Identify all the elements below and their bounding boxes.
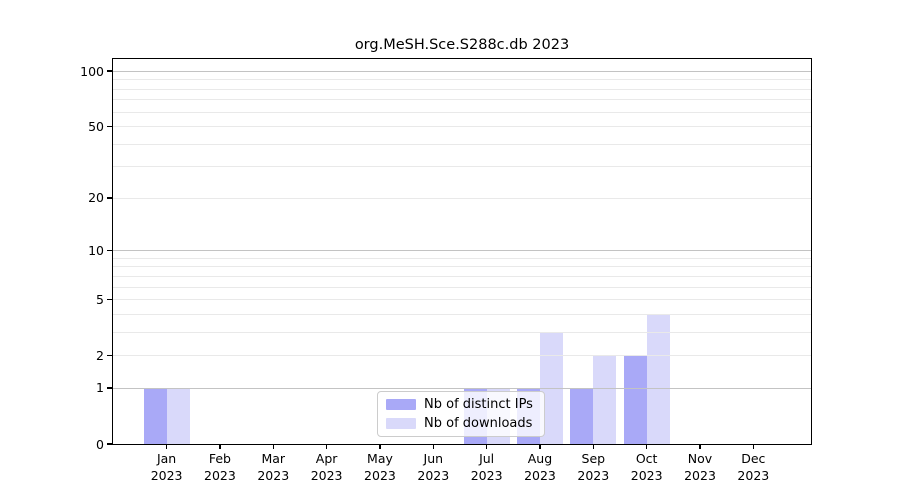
y-tick-mark (107, 197, 112, 199)
x-tick-label: Oct 2023 (615, 451, 679, 484)
y-tick-mark (107, 70, 112, 72)
x-tick-year: 2023 (364, 467, 396, 483)
y-tick-label: 50 (88, 118, 104, 134)
x-tick-label: Jun 2023 (401, 451, 465, 484)
x-tick-mark (592, 444, 595, 449)
y-tick-mark (107, 125, 112, 127)
y-tick-mark (107, 354, 112, 356)
x-tick-label: May 2023 (348, 451, 412, 484)
y-tick-label: 20 (88, 190, 104, 206)
x-tick-label: Dec 2023 (721, 451, 785, 484)
x-tick-mark (219, 444, 221, 449)
bar-layer (113, 59, 811, 444)
y-tick-label: 10 (88, 242, 104, 258)
legend-entry-downloads: Nb of downloads (386, 416, 536, 432)
x-tick-label: Jul 2023 (455, 451, 519, 484)
x-tick-label: Apr 2023 (295, 451, 359, 484)
x-tick-mark (752, 444, 755, 449)
x-tick-mark (699, 444, 701, 449)
x-tick-month: Oct (635, 451, 658, 466)
x-tick-month: Jun (423, 451, 444, 466)
bar-downloads-oct (646, 313, 670, 444)
y-tick-label: 100 (80, 63, 104, 79)
x-tick-label: Aug 2023 (508, 451, 572, 484)
x-tick-year: 2023 (577, 467, 610, 483)
y-tick-mark (107, 298, 112, 300)
x-tick-year: 2023 (684, 467, 716, 483)
x-tick-month: Jul (479, 451, 495, 466)
x-tick-month: Nov (687, 451, 713, 466)
y-tick-label: 2 (96, 347, 104, 363)
x-tick-month: Dec (741, 451, 766, 466)
x-tick-year: 2023 (737, 467, 770, 483)
x-tick-month: Jan (156, 451, 177, 466)
x-tick-year: 2023 (257, 467, 290, 483)
x-tick-label: Mar 2023 (241, 451, 305, 484)
y-tick-mark (107, 387, 112, 389)
bar-distinct-ips-jan (143, 387, 167, 444)
bar-distinct-ips-oct (623, 355, 647, 444)
x-tick-year: 2023 (470, 467, 503, 483)
x-tick-mark (166, 444, 168, 449)
legend-label-downloads: Nb of downloads (424, 416, 533, 431)
x-tick-mark (379, 444, 381, 449)
legend: Nb of distinct IPs Nb of downloads (377, 391, 545, 437)
x-tick-month: Mar (261, 451, 286, 466)
x-tick-label: Feb 2023 (188, 451, 252, 484)
y-tick-label: 1 (96, 380, 104, 396)
x-tick-mark (326, 444, 328, 449)
y-tick-mark (107, 249, 112, 251)
x-tick-month: Aug (527, 451, 553, 466)
legend-swatch-downloads-icon (386, 418, 416, 429)
x-tick-month: Apr (315, 451, 338, 466)
bar-downloads-jan (166, 387, 190, 444)
x-tick-year: 2023 (310, 467, 343, 483)
x-tick-mark (272, 444, 274, 449)
x-tick-year: 2023 (630, 467, 663, 483)
bar-downloads-sep (593, 355, 617, 444)
legend-swatch-distinct-ips-icon (386, 399, 416, 410)
y-tick-label: 5 (96, 291, 104, 307)
x-tick-month: May (367, 451, 393, 466)
x-tick-label: Jan 2023 (135, 451, 199, 484)
plot-area: Nb of distinct IPs Nb of downloads (112, 58, 812, 445)
x-tick-month: Sep (581, 451, 606, 466)
legend-entry-distinct-ips: Nb of distinct IPs (386, 397, 536, 413)
y-tick-label: 0 (96, 436, 104, 452)
x-tick-year: 2023 (204, 467, 236, 483)
x-tick-mark (486, 444, 488, 449)
x-tick-month: Feb (208, 451, 231, 466)
x-tick-mark (539, 444, 541, 449)
x-tick-year: 2023 (150, 467, 183, 483)
x-tick-year: 2023 (524, 467, 556, 483)
bar-distinct-ips-sep (570, 387, 594, 444)
chart-title: org.MeSH.Sce.S288c.db 2023 (354, 37, 570, 53)
legend-label-distinct-ips: Nb of distinct IPs (424, 397, 533, 412)
x-tick-label: Sep 2023 (561, 451, 625, 484)
x-tick-mark (432, 444, 434, 449)
x-tick-mark (646, 444, 648, 449)
x-tick-year: 2023 (417, 467, 450, 483)
y-tick-mark (107, 443, 112, 445)
x-tick-label: Nov 2023 (668, 451, 732, 484)
